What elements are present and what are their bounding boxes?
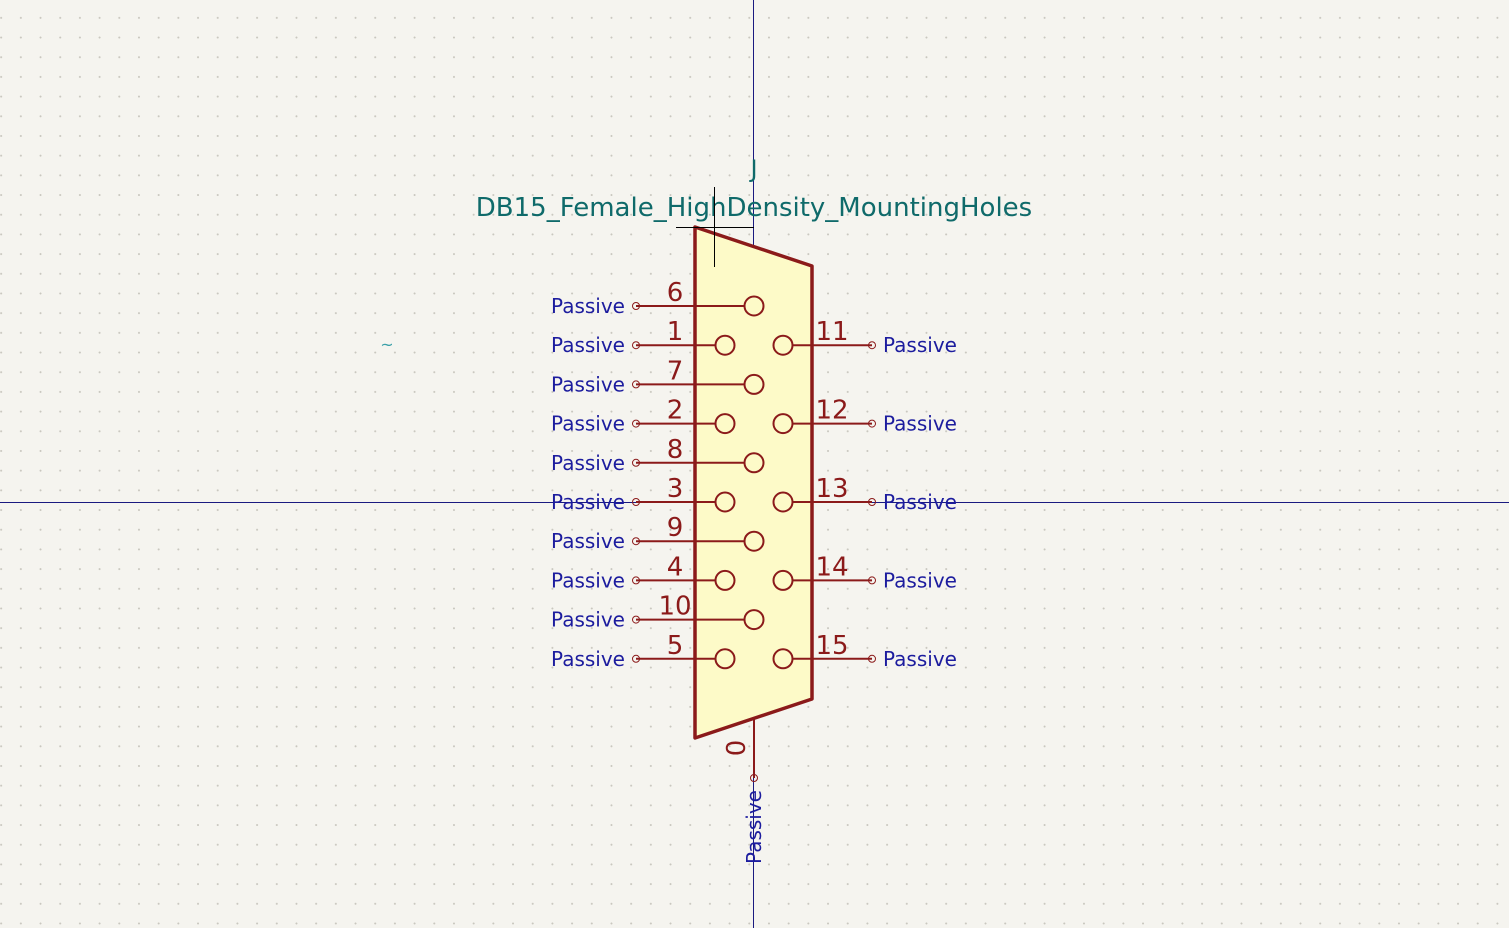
pin-number: 7 — [667, 356, 684, 386]
pin-electrical-type: Passive — [551, 529, 625, 553]
pin-end-marker — [632, 380, 640, 389]
pin-end-marker — [632, 576, 640, 585]
pin-electrical-type: Passive — [551, 333, 625, 357]
pin-hole — [714, 491, 736, 513]
pin-hole — [772, 569, 794, 591]
pin-hole — [714, 334, 736, 356]
value-field[interactable]: DB15_Female_HighDensity_MountingHoles — [476, 193, 1032, 223]
pin-electrical-type: Passive — [883, 333, 957, 357]
stray-mark: ~ — [380, 335, 393, 354]
pin-hole — [743, 452, 765, 474]
pin-electrical-type: Passive — [551, 372, 625, 396]
pin-end-marker — [868, 341, 876, 350]
pin-electrical-type: Passive — [551, 608, 625, 632]
pin-electrical-type: Passive — [883, 490, 957, 514]
pin-number: 15 — [815, 631, 848, 661]
pin-end-marker — [632, 419, 640, 428]
pin-end-marker — [632, 615, 640, 624]
pin-electrical-type: Passive — [551, 568, 625, 592]
pin-electrical-type: Passive — [883, 412, 957, 436]
connector-body[interactable] — [693, 225, 814, 740]
pin-hole — [772, 491, 794, 513]
pin-number: 11 — [815, 317, 848, 347]
pin-3[interactable]: 3 Passive — [551, 474, 736, 514]
pin-2[interactable]: 2 Passive — [551, 396, 736, 436]
pin-number: 5 — [667, 631, 684, 661]
pin-5[interactable]: 5 Passive — [551, 631, 736, 671]
pin-hole — [772, 648, 794, 670]
pin-number: 6 — [667, 278, 684, 308]
pin-number: 12 — [815, 396, 848, 426]
pin-electrical-type: Passive — [551, 412, 625, 436]
pin-electrical-type: Passive — [551, 490, 625, 514]
pin-number: 14 — [815, 552, 848, 582]
pin-number: 13 — [815, 474, 848, 504]
pin-11[interactable]: 11 Passive — [772, 317, 957, 357]
pin-end-marker — [632, 302, 640, 310]
pin-hole — [714, 648, 736, 670]
pin-electrical-type: Passive — [551, 294, 625, 318]
pin-8[interactable]: 8 Passive — [551, 435, 765, 475]
pin-end-marker — [868, 576, 876, 585]
pin-end-marker — [632, 341, 640, 350]
pin-end-marker — [750, 774, 758, 782]
pin-12[interactable]: 12 Passive — [772, 396, 957, 436]
pin-end-marker — [632, 537, 640, 546]
pin-hole — [714, 413, 736, 435]
pin-end-marker — [868, 654, 876, 663]
pin-13[interactable]: 13 Passive — [772, 474, 957, 514]
pin-end-marker — [632, 458, 640, 467]
pin-hole — [714, 569, 736, 591]
pin-hole — [743, 530, 765, 552]
pin-9[interactable]: 9 Passive — [551, 513, 765, 553]
pin-electrical-type: Passive — [883, 568, 957, 592]
pin-15[interactable]: 15 Passive — [772, 631, 957, 671]
pin-electrical-type: Passive — [883, 647, 957, 671]
pin-number: 0 — [722, 740, 752, 757]
pin-electrical-type: Passive — [551, 451, 625, 475]
pin-end-marker — [632, 498, 640, 506]
pin-group: 6 Passive 1 Passive 7 Passive 2 Passive 8 Passive… — [551, 278, 957, 864]
pin-end-marker — [868, 419, 876, 428]
pin-hole — [772, 334, 794, 356]
pin-10[interactable]: 10 Passive — [551, 592, 765, 632]
pin-number: 4 — [667, 552, 684, 582]
pin-14[interactable]: 14 Passive — [772, 552, 957, 592]
pin-0[interactable]: 0 Passive — [722, 719, 766, 864]
pin-6[interactable]: 6 Passive — [551, 278, 765, 318]
pin-hole — [743, 609, 765, 631]
pin-4[interactable]: 4 Passive — [551, 552, 736, 592]
pin-number: 8 — [667, 435, 684, 465]
reference-field[interactable]: J — [748, 155, 757, 183]
pin-end-marker — [632, 654, 640, 663]
pin-number: 10 — [658, 592, 691, 622]
anchor-crosshair — [676, 187, 754, 267]
pin-hole — [772, 413, 794, 435]
pin-number: 2 — [667, 396, 684, 426]
pin-hole — [743, 295, 765, 317]
pin-end-marker — [868, 498, 876, 506]
pin-electrical-type: Passive — [742, 790, 766, 864]
pin-7[interactable]: 7 Passive — [551, 356, 765, 396]
pin-electrical-type: Passive — [551, 647, 625, 671]
pin-hole — [743, 373, 765, 395]
pin-number: 1 — [667, 317, 684, 347]
pin-number: 9 — [667, 513, 684, 543]
pin-number: 3 — [667, 474, 684, 504]
pin-1[interactable]: 1 Passive — [551, 317, 736, 357]
